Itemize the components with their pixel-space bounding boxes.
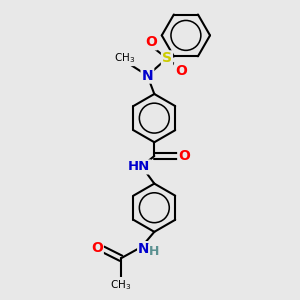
Text: O: O	[145, 35, 157, 49]
Text: N: N	[138, 242, 150, 256]
Text: CH$_3$: CH$_3$	[114, 52, 135, 65]
Text: S: S	[162, 51, 172, 65]
Text: O: O	[91, 241, 103, 255]
Text: O: O	[175, 64, 187, 78]
Text: O: O	[178, 149, 190, 163]
Text: CH$_3$: CH$_3$	[110, 278, 132, 292]
Text: HN: HN	[128, 160, 151, 173]
Text: H: H	[149, 245, 160, 258]
Text: N: N	[142, 69, 153, 82]
